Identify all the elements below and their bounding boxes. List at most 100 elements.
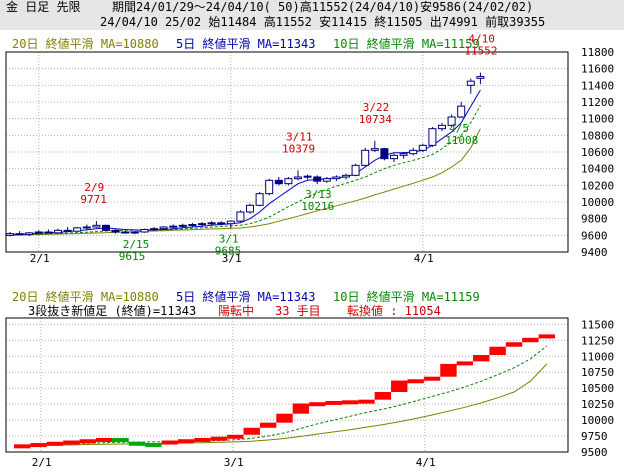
renko-brick <box>259 422 277 428</box>
candle-body <box>82 226 91 229</box>
candle-body <box>73 227 82 232</box>
ma5-line <box>9 89 481 235</box>
top-legend-ma20: 20日 終値平滑 MA=10880 <box>12 37 159 51</box>
annotation-value: 11008 <box>445 134 478 147</box>
candle-body <box>370 148 379 151</box>
renko-brick <box>489 346 506 356</box>
renko-brick <box>309 402 326 407</box>
renko-brick <box>177 439 195 444</box>
candle-body <box>150 228 158 231</box>
candle-body <box>246 204 254 213</box>
renko-brick <box>243 427 260 435</box>
candle-body <box>178 224 187 227</box>
candle-body <box>54 229 62 234</box>
renko-brick <box>423 376 441 381</box>
price-y-tick-label: 10000 <box>581 196 614 209</box>
annotation-value: 11552 <box>464 45 497 58</box>
candle-body <box>380 148 389 160</box>
annotation-date: 2/15 <box>123 238 150 251</box>
renko-y-tick-label: 10000 <box>581 414 614 427</box>
renko-y-tick-label: 11250 <box>581 334 614 347</box>
renko-brick <box>161 440 178 445</box>
candle-body <box>274 179 283 185</box>
price-x-tick-label: 3/1 <box>222 252 242 265</box>
renko-brick <box>538 334 555 339</box>
renko-title: 3段抜き新値足 (終値)=11343 <box>28 304 197 318</box>
candle-body <box>111 229 120 233</box>
renko-brick <box>325 400 342 405</box>
renko-brick <box>456 361 474 366</box>
candle-body <box>409 149 418 155</box>
renko-y-tick-label: 9750 <box>581 430 608 443</box>
annotation-date: 4/5 <box>449 122 469 135</box>
header-row-2: 24/04/10 25/02 始11484 高11552 安11415 終115… <box>0 15 624 30</box>
top-legend-ma10: 10日 終値平滑 MA=11159 <box>333 37 480 51</box>
candle-body <box>217 222 226 225</box>
annotation-value: 10216 <box>301 200 334 213</box>
candle-body <box>332 176 341 180</box>
price-chart: 9400 9600 9800 10000 10200 10400 10600 10800 110… <box>5 33 614 265</box>
candle-body <box>15 233 24 236</box>
price-y-tick-label: 9600 <box>581 229 608 242</box>
renko-brick <box>210 436 228 441</box>
price-x-tick-label: 4/1 <box>414 252 434 265</box>
price-y-tick-label: 11000 <box>581 113 614 126</box>
renko-brick <box>63 440 80 445</box>
renko-state: 陽転中 <box>218 304 255 318</box>
renko-count: 33 手目 <box>275 304 321 318</box>
renko-brick <box>145 443 162 448</box>
price-y-tick-label: 11800 <box>581 46 614 59</box>
renko-ma20-line <box>22 363 548 447</box>
price-x-tick-label: 2/1 <box>30 252 50 265</box>
annotation-date: 3/22 <box>363 101 390 114</box>
renko-brick <box>440 363 457 377</box>
renko-brick <box>14 444 31 449</box>
top-legend-ma5: 5日 終値平滑 MA=11343 <box>176 37 316 51</box>
renko-brick <box>30 443 47 448</box>
annotation-value: 9685 <box>215 244 242 257</box>
candle-body <box>130 231 139 234</box>
candle-body <box>121 231 130 234</box>
candle-body <box>188 224 197 226</box>
candle-body <box>34 231 43 234</box>
renko-chart: 9500 9750 10000 10250 10500 10750 11000 11250 11… <box>5 317 614 469</box>
candle-body <box>428 128 437 146</box>
annotation-date: 3/13 <box>305 188 332 201</box>
renko-brick <box>374 392 392 400</box>
annotation-date: 4/10 <box>468 33 495 46</box>
candle-body <box>159 226 168 230</box>
annotation-value: 10734 <box>359 113 392 126</box>
ma10-line <box>9 105 481 236</box>
candle-body <box>140 229 149 233</box>
price-plot-border <box>5 51 569 253</box>
candle-body <box>294 176 302 180</box>
renko-y-tick-label: 11000 <box>581 350 614 363</box>
renko-brick <box>407 379 424 384</box>
renko-brick <box>505 342 523 347</box>
annotation-value: 10379 <box>282 142 315 155</box>
renko-brick <box>473 355 490 362</box>
renko-brick <box>341 400 359 405</box>
candle-body <box>438 124 446 130</box>
price-y-tick-label: 11200 <box>581 96 614 109</box>
bottom-legend-ma5: 5日 終値平滑 MA=11343 <box>176 290 316 304</box>
renko-x-tick-label: 2/1 <box>32 456 52 469</box>
candle-body <box>255 193 264 206</box>
renko-brick <box>46 441 64 446</box>
candle-body <box>313 176 322 182</box>
ma20-line <box>9 128 481 236</box>
renko-x-tick-label: 3/1 <box>224 456 244 469</box>
candle-body <box>351 164 360 176</box>
renko-brick <box>112 437 129 442</box>
candle-body <box>6 233 14 236</box>
price-y-tick-label: 11400 <box>581 79 614 92</box>
renko-brick <box>276 413 293 423</box>
renko-plot-border <box>5 317 569 453</box>
annotation-date: 3/1 <box>219 232 239 245</box>
bottom-legend-ma20: 20日 終値平滑 MA=10880 <box>12 290 159 304</box>
annotation-date: 2/9 <box>84 181 104 194</box>
renko-brick <box>227 434 244 439</box>
candle-body <box>226 220 235 225</box>
renko-y-tick-label: 11500 <box>581 318 614 331</box>
